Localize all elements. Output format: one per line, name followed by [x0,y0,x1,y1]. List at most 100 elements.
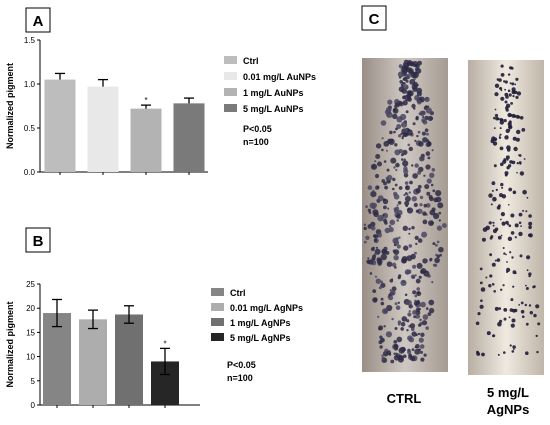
melanophore-dot [395,352,398,355]
melanophore-dot [508,316,511,319]
melanophore-dot [401,158,404,161]
melanophore-dot [494,306,499,311]
melanophore-dot [370,221,376,227]
melanophore-dot [505,253,507,256]
melanophore-dot [505,128,510,134]
melanophore-dot [413,202,418,208]
melanophore-dot [479,267,483,271]
melanophore-dot [520,301,524,305]
melanophore-dot [517,115,521,119]
melanophore-dot [408,227,411,231]
melanophore-dot [523,158,526,160]
melanophore-dot [413,315,417,319]
melanophore-dot [489,274,493,278]
melanophore-dot [502,159,507,164]
melanophore-dot [411,164,414,167]
melanophore-dot [511,256,514,259]
melanophore-dot [439,253,443,257]
melanophore-dot [513,91,516,94]
melanophore-dot [424,105,428,108]
bar [79,319,107,405]
melanophore-dot [369,272,373,275]
melanophore-dot [374,248,381,255]
melanophore-dot [418,337,424,343]
melanophore-dot [507,89,511,93]
legend-entry: 1 mg/L AuNPs [243,88,304,98]
chart-a: 0.0 0.5 1.0 1.5 Normalized pigment * Ctrl 0.01 … [5,36,316,177]
melanophore-dot [373,211,379,218]
melanophore-dot [394,183,398,187]
melanophore-dot [400,132,403,136]
melanophore-dot [497,235,502,240]
melanophore-dot [404,200,410,206]
melanophore-dot [398,86,405,92]
treated-caption-line2: AgNPs [487,402,530,417]
melanophore-dot [500,234,503,237]
melanophore-dot [388,138,395,145]
legend-swatch [211,333,224,341]
melanophore-dot [398,236,401,239]
melanophore-dot [368,259,374,265]
stat-note: P<0.05 [227,360,256,370]
melanophore-dot [435,190,442,197]
melanophore-dot [433,197,439,203]
melanophore-dot [518,231,523,237]
melanophore-dot [368,211,372,214]
melanophore-dot [372,234,377,238]
melanophore-dot [412,310,417,315]
melanophore-dot [514,272,517,275]
legend-swatch [211,318,224,326]
melanophore-dot [525,210,528,213]
melanophore-dot [508,204,510,206]
melanophore-dot [514,308,518,313]
melanophore-dot [380,253,387,261]
melanophore-dot [402,77,406,81]
melanophore-dot [509,344,512,347]
melanophore-dot [416,291,420,295]
melanophore-dot [414,294,418,298]
melanophore-dot [488,193,493,198]
melanophore-dot [512,285,515,288]
y-axis-title: Normalized pigment [5,301,15,387]
melanophore-dot [386,114,389,117]
melanophore-dot [375,154,381,159]
melanophore-dot [412,290,417,295]
melanophore-dot [492,196,497,202]
melanophore-dot [383,205,387,210]
bar [173,103,205,172]
melanophore-dot [421,118,426,123]
melanophore-dot [499,133,502,136]
melanophore-dot [382,214,385,217]
melanophore-dot [416,300,421,305]
melanophore-dot [434,257,440,264]
melanophore-dot [508,125,512,129]
melanophore-dot [411,84,417,90]
melanophore-dot [498,135,501,137]
melanophore-dot [424,115,429,121]
melanophore-dot [502,247,505,249]
melanophore-dot [420,332,425,337]
bar [130,108,162,172]
melanophore-dot [499,87,503,90]
melanophore-dot [394,266,397,269]
melanophore-dot [417,238,423,243]
melanophore-dot [417,170,422,175]
melanophore-dot [367,185,373,190]
melanophore-dot [506,261,508,263]
melanophore-dot [499,307,501,310]
melanophore-dot [511,160,516,165]
melanophore-dot [422,116,425,119]
melanophore-dot [500,288,503,291]
melanophore-dot [497,117,500,121]
melanophore-dot [433,212,440,220]
melanophore-dot [393,340,398,344]
y-tick-label: 25 [26,280,35,289]
melanophore-dot [536,350,539,354]
melanophore-dot [506,166,510,170]
melanophore-dot [391,262,397,267]
melanophore-dot [429,172,435,178]
melanophore-dot [367,257,370,260]
melanophore-dot [386,304,393,312]
melanophore-dot [381,179,386,183]
melanophore-dot [393,166,396,169]
